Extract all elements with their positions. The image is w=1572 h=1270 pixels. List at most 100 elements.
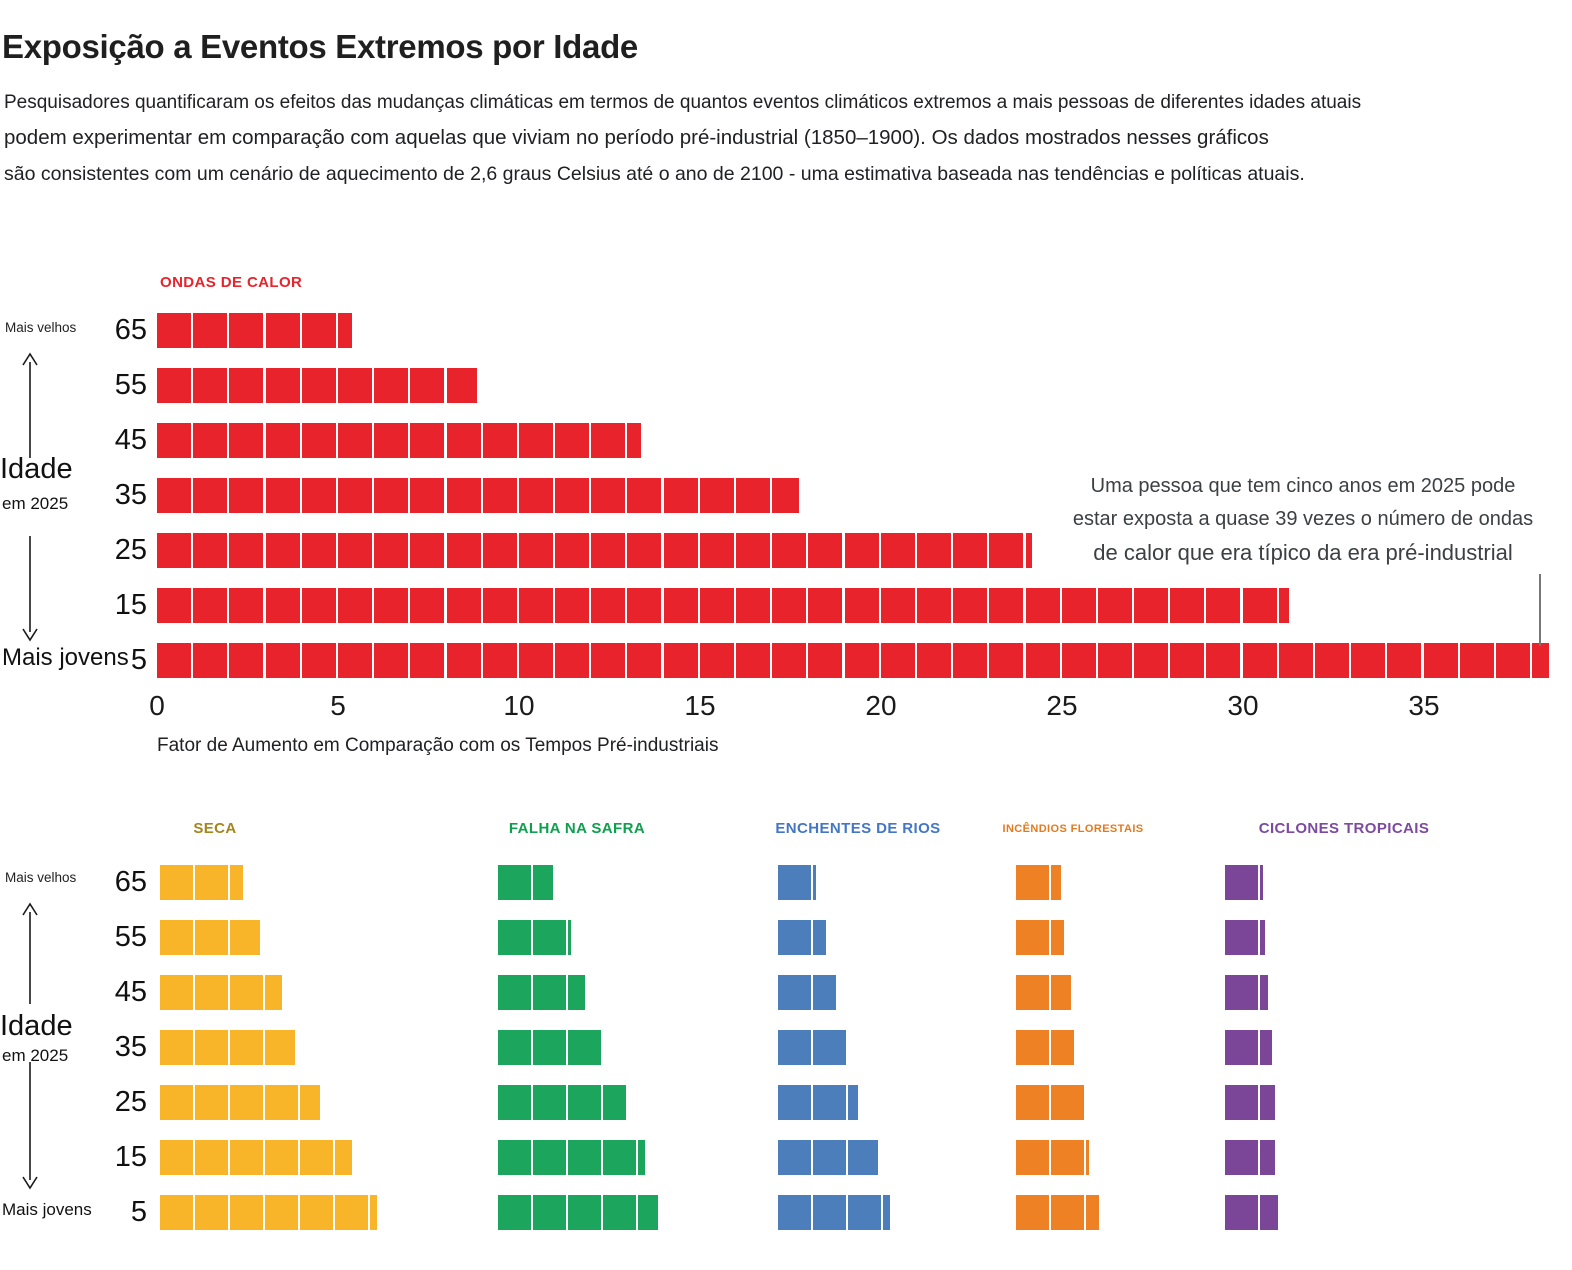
unit-square — [160, 865, 193, 900]
unit-square — [813, 1030, 846, 1065]
unit-square — [265, 1140, 298, 1175]
unit-square — [1025, 643, 1060, 678]
unit-square — [1051, 1195, 1084, 1230]
unit-square — [229, 533, 264, 568]
age-label-top-45: 45 — [114, 424, 147, 456]
unit-square-partial — [638, 1140, 645, 1175]
unit-square — [229, 588, 264, 623]
unit-square — [1278, 643, 1313, 678]
unit-square — [160, 975, 193, 1010]
unit-square — [157, 478, 191, 513]
unit-square — [410, 423, 445, 458]
unit-square — [1242, 643, 1277, 678]
unit-square — [160, 920, 193, 955]
unit-square — [1097, 643, 1132, 678]
x-tick-15: 15 — [684, 690, 716, 721]
unit-square-partial — [1086, 1140, 1090, 1175]
age-label-bottom-65: 65 — [114, 866, 147, 898]
unit-square-partial — [1260, 975, 1269, 1010]
unit-square — [916, 533, 951, 568]
age-label-top-35: 35 — [114, 479, 147, 511]
unit-square — [193, 588, 228, 623]
unit-square-partial — [1532, 643, 1550, 678]
unit-square — [301, 368, 336, 403]
unit-square — [265, 643, 300, 678]
unit-square — [533, 1030, 566, 1065]
bar-seca-age-15 — [160, 1140, 377, 1175]
bar-incendios-florestais-age-25 — [1016, 1085, 1099, 1120]
unit-square — [301, 588, 336, 623]
age-label-top-25: 25 — [114, 534, 147, 566]
bar-enchentes-de-rios-age-45 — [778, 975, 890, 1010]
unit-square — [1351, 643, 1386, 678]
unit-square — [410, 368, 445, 403]
bar-ciclones-tropicais-age-35 — [1225, 1030, 1278, 1065]
unit-square — [880, 588, 915, 623]
bar-ciclones-tropicais-age-45 — [1225, 975, 1278, 1010]
unit-square — [772, 588, 807, 623]
unit-square-partial — [1051, 920, 1065, 955]
page-title: Exposição a Eventos Extremos por Idade — [2, 28, 638, 65]
annotation-line-3: de calor que era típico da era pré-indus… — [1093, 540, 1513, 565]
unit-square-partial — [533, 865, 553, 900]
bar-ciclones-tropicais-age-55 — [1225, 920, 1278, 955]
unit-square — [813, 1140, 846, 1175]
unit-square-partial — [1260, 1140, 1275, 1175]
unit-square — [518, 588, 553, 623]
crop-failure-chart — [498, 865, 658, 1250]
unit-square — [663, 588, 698, 623]
unit-square — [482, 533, 517, 568]
unit-square — [627, 643, 662, 678]
drought-chart — [160, 865, 377, 1250]
unit-square — [229, 423, 264, 458]
unit-square — [1051, 1085, 1084, 1120]
unit-square — [699, 478, 734, 513]
arrow-up-icon — [22, 902, 38, 1004]
bar-seca-age-35 — [160, 1030, 377, 1065]
bar-incendios-florestais-age-45 — [1016, 975, 1099, 1010]
unit-square — [1016, 1085, 1049, 1120]
unit-square-partial — [1051, 975, 1071, 1010]
unit-square-partial — [1086, 1195, 1100, 1230]
unit-square — [1225, 1030, 1258, 1065]
river-floods-chart-title: ENCHENTES DE RIOS — [775, 820, 941, 837]
unit-square — [989, 588, 1024, 623]
unit-square-partial — [1278, 588, 1289, 623]
unit-square — [953, 588, 988, 623]
unit-square — [555, 478, 590, 513]
unit-square — [1016, 1195, 1049, 1230]
unit-square — [230, 975, 263, 1010]
unit-square — [498, 920, 531, 955]
unit-square — [518, 533, 553, 568]
unit-square — [195, 920, 228, 955]
bar-falha-na-safra-age-5 — [498, 1195, 658, 1230]
bar-ciclones-tropicais-age-15 — [1225, 1140, 1278, 1175]
bar-ondas-de-calor-age-45 — [157, 423, 1549, 458]
unit-square — [1016, 1140, 1049, 1175]
unit-square — [1016, 1030, 1049, 1065]
unit-square-partial — [1260, 1030, 1272, 1065]
unit-square — [301, 313, 336, 348]
unit-square — [446, 643, 481, 678]
unit-square — [518, 423, 553, 458]
unit-square — [591, 423, 626, 458]
unit-square — [844, 533, 879, 568]
unit-square-partial — [1260, 1195, 1279, 1230]
unit-square-partial — [1051, 865, 1061, 900]
younger-label-top: Mais jovens — [2, 644, 129, 671]
unit-square — [265, 423, 300, 458]
age-label-bottom-15: 15 — [114, 1141, 147, 1173]
unit-square — [844, 588, 879, 623]
unit-square — [736, 478, 770, 513]
unit-square — [374, 643, 409, 678]
unit-square-partial — [627, 423, 642, 458]
unit-square — [568, 1030, 601, 1065]
unit-square — [989, 533, 1024, 568]
bar-seca-age-55 — [160, 920, 377, 955]
unit-square — [663, 643, 698, 678]
unit-square — [1016, 975, 1049, 1010]
unit-square — [157, 588, 191, 623]
bar-incendios-florestais-age-65 — [1016, 865, 1099, 900]
unit-square — [157, 313, 191, 348]
unit-square — [265, 1085, 298, 1120]
